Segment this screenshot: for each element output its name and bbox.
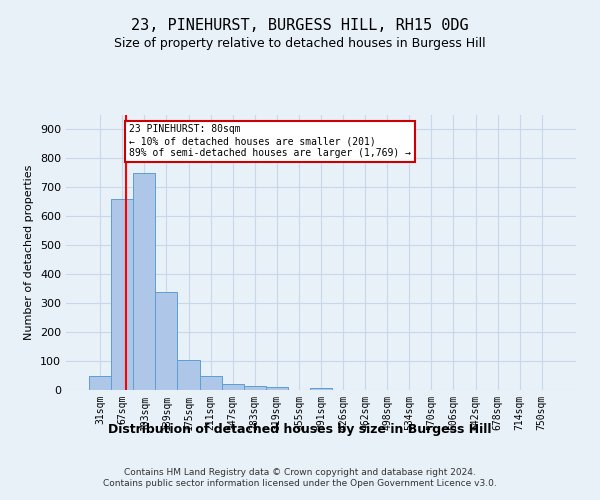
Text: 23 PINEHURST: 80sqm
← 10% of detached houses are smaller (201)
89% of semi-detac: 23 PINEHURST: 80sqm ← 10% of detached ho… [129,124,411,158]
Bar [89,376,111,390]
Bar [133,173,155,390]
Bar [200,376,221,390]
Bar [244,386,266,390]
Bar [266,387,288,390]
Bar [178,360,200,390]
Text: 23, PINEHURST, BURGESS HILL, RH15 0DG: 23, PINEHURST, BURGESS HILL, RH15 0DG [131,18,469,32]
Bar [221,384,244,390]
Bar [111,199,133,390]
Bar [310,388,332,390]
Text: Contains HM Land Registry data © Crown copyright and database right 2024.
Contai: Contains HM Land Registry data © Crown c… [103,468,497,487]
Text: Size of property relative to detached houses in Burgess Hill: Size of property relative to detached ho… [114,38,486,51]
Y-axis label: Number of detached properties: Number of detached properties [25,165,34,340]
Text: Distribution of detached houses by size in Burgess Hill: Distribution of detached houses by size … [108,422,492,436]
Bar [155,292,178,390]
